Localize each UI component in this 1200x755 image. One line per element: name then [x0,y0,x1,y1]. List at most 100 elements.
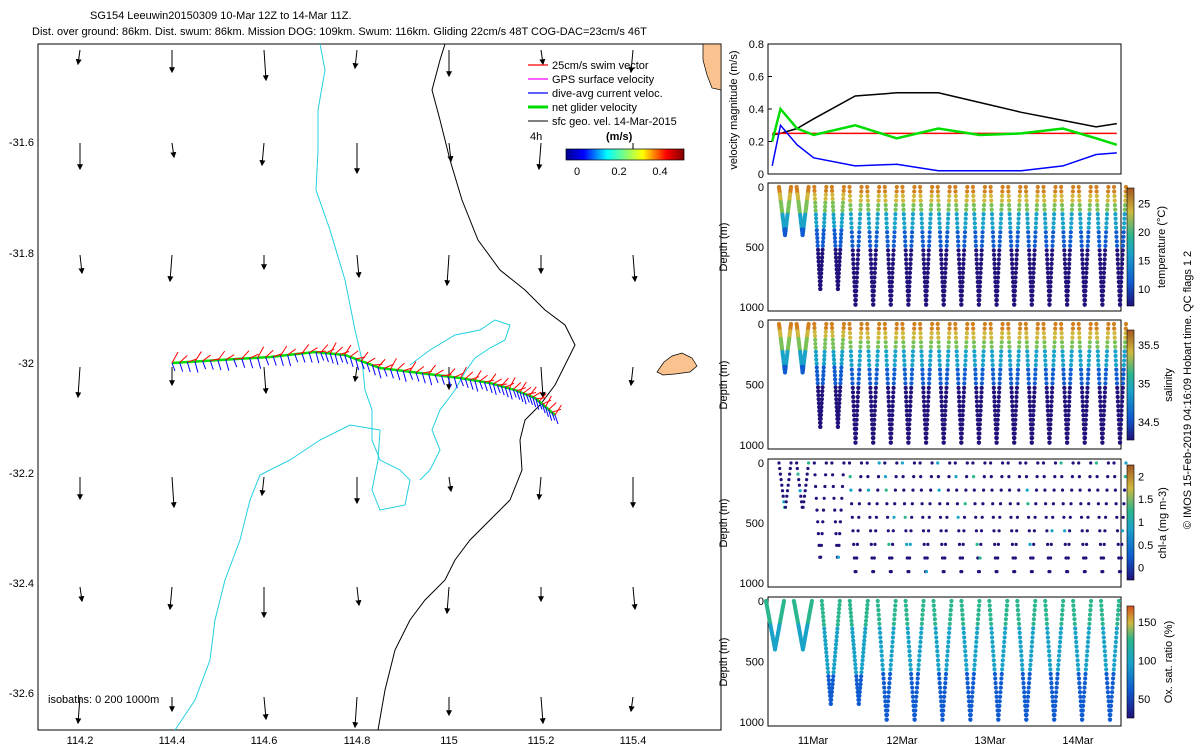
profile-point [1102,275,1106,279]
sfc-velocity-arrow [355,367,357,381]
profile-point [969,704,973,708]
profile-point [880,654,884,658]
profile-point [1115,502,1118,505]
profile-point [1078,340,1082,344]
profile-point [961,617,965,621]
profile-point [860,662,864,666]
profile-point [1032,390,1036,394]
profile-point [1061,221,1065,225]
profile-point [854,427,858,431]
profile-point [802,506,805,509]
profile-point [1105,676,1109,680]
profile-point [855,556,858,559]
profile-point [909,529,912,532]
profile-point [926,404,930,408]
profile-point [1015,381,1019,385]
profile-point [917,658,921,662]
profile-point [938,239,942,243]
profile-point [963,645,967,649]
profile-point [932,604,936,608]
profile-point [1122,358,1126,362]
profile-point [1103,248,1107,252]
colorbar-tick: 100 [1138,656,1156,668]
velocity-ytick: 0.6 [749,72,764,84]
profile-point [1122,363,1126,367]
profile-point [947,340,951,344]
profile-point [866,208,870,212]
profile-point [1118,294,1122,298]
profile-point [1095,461,1098,464]
profile-point [814,485,817,488]
profile-point [884,354,888,358]
profile-point [1120,556,1123,559]
profile-point [906,441,910,445]
profile-point [908,266,912,270]
profile-point [920,622,924,626]
profile-point [912,185,916,189]
profile-point [990,635,994,639]
profile-point [1104,516,1107,519]
profile-point [963,363,967,367]
profile-point [856,244,860,248]
profile-point [1052,221,1056,225]
profile-point [1010,266,1014,270]
profile-point [1101,570,1104,573]
profile-point [1025,713,1029,717]
profile-point [946,345,950,349]
profile-point [866,199,870,203]
profile-point [1024,331,1028,335]
profile-point [848,599,852,603]
profile-point [878,626,882,630]
profile-point [924,436,928,440]
profile-point [859,674,863,678]
profile-point [1062,377,1066,381]
profile-point [1053,194,1057,198]
profile-point [1000,327,1004,331]
profile-point [887,399,891,403]
profile-point [1087,363,1091,367]
profile-point [1121,239,1125,243]
profile-point [1033,599,1037,603]
profile-point [1034,217,1038,221]
profile-point [857,230,861,234]
profile-point [1077,199,1081,203]
profile-point [937,208,941,212]
profile-point [1050,395,1054,399]
profile-point [1097,239,1101,243]
profile-point [865,611,869,615]
profile-point [1060,475,1063,478]
profile-point [964,663,968,667]
profile-point [836,425,840,429]
profile-point [955,489,958,492]
profile-point [1047,441,1051,445]
profile-point [833,236,837,240]
sfc-velocity-arrow [264,697,266,719]
profile-point [937,667,941,671]
profile-point [1067,262,1071,266]
profile-point [1016,221,1020,225]
profile-point [940,543,943,546]
profile-point [1098,253,1102,257]
profile-point [946,363,950,367]
profile-point [1052,502,1055,505]
profile-point [856,381,860,385]
profile-point [980,377,984,381]
profile-point [981,221,985,225]
profile-point [891,399,895,403]
profile-point [982,349,986,353]
lon-tick: 114.8 [344,735,371,747]
profile-point [866,599,870,603]
profile-point [990,354,994,358]
profile-point [859,203,863,207]
profile-point [1122,221,1126,225]
profile-point [1096,363,1100,367]
profile-point [1028,543,1031,546]
profile-point [1083,441,1087,445]
profile-point [1087,626,1091,630]
profile-point [1116,266,1120,270]
profile-point [1053,340,1057,344]
profile-point [1033,248,1037,252]
profile-point [1024,461,1027,464]
dac-vector [218,360,221,370]
profile-point [1075,649,1079,653]
